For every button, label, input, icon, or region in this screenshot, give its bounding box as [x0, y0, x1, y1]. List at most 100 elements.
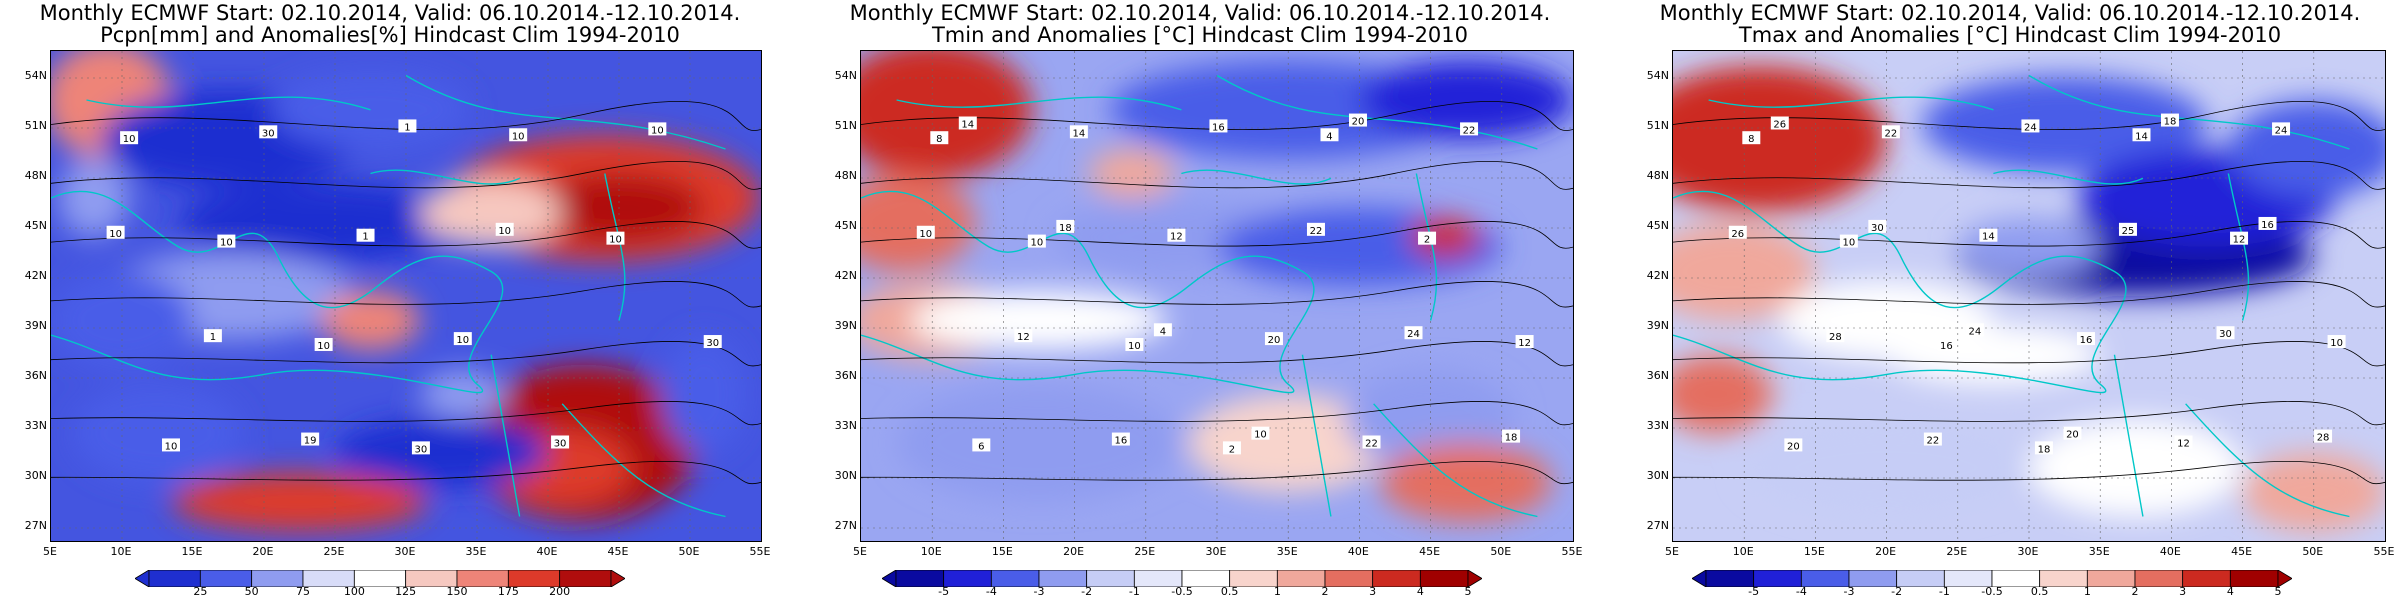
colorbar-label: -5 [1748, 585, 1760, 598]
longitude-label: 5E [853, 545, 867, 558]
svg-text:28: 28 [1829, 332, 1842, 343]
svg-text:12: 12 [1017, 332, 1030, 343]
colorbar-label: -3 [1033, 585, 1045, 598]
latitude-label: 36N [24, 369, 47, 382]
tmax-anomaly-map: 8 10 16 18 14 12 10 20 22 14 16 12 24 26 28 22 24 25 30 28 2… [1672, 50, 2386, 542]
contour-label: 30 [703, 335, 722, 349]
contour-label: 22 [1923, 432, 1942, 447]
svg-text:30: 30 [2219, 329, 2232, 340]
contour-label: 16 [2258, 216, 2277, 231]
contour-label: 10 [453, 332, 472, 346]
contour-line [1673, 221, 2385, 249]
contour-label: 14 [958, 116, 977, 131]
colorbar-label: -3 [1843, 585, 1855, 598]
colorbar-label: 2 [2131, 585, 2139, 598]
contour-label: 22 [1362, 435, 1381, 449]
coastline [405, 74, 726, 150]
colorbar-label: 5 [1464, 585, 1472, 598]
contour-label: 24 [1965, 323, 1984, 337]
longitude-label: 55E [2373, 545, 2395, 558]
contour-label: 30 [411, 441, 430, 455]
contour-line [861, 221, 1573, 249]
colorbar-label: 75 [296, 585, 310, 598]
svg-text:12: 12 [1170, 232, 1183, 243]
svg-text:22: 22 [1885, 128, 1898, 139]
map-canvas: 8 10 16 18 14 12 10 20 22 14 16 12 24 26 28 22 24 25 30 28 2… [1673, 51, 2385, 541]
contour-label: 30 [1868, 219, 1887, 234]
contour-label: 30 [259, 125, 278, 139]
contour-label: 10 [916, 225, 935, 240]
colorbar-label: 4 [2226, 585, 2234, 598]
contour-label: 19 [301, 432, 320, 447]
contour-label: 16 [1111, 432, 1130, 447]
svg-text:10: 10 [609, 235, 622, 246]
svg-text:22: 22 [1310, 226, 1323, 237]
latitude-label: 30N [1646, 469, 1669, 482]
longitude-label: 55E [1561, 545, 1583, 558]
anomaly-region [2242, 452, 2385, 532]
svg-text:28: 28 [2317, 433, 2330, 444]
tmax-colorbar [1692, 570, 2292, 587]
svg-text:18: 18 [1505, 433, 1518, 444]
latitude-label: 45N [24, 219, 47, 232]
anomaly-region [861, 51, 1032, 179]
contour-label: 6 [972, 438, 991, 452]
contour-label: 22 [1460, 122, 1479, 136]
svg-text:2: 2 [1229, 444, 1235, 455]
contour-line [1673, 281, 2385, 308]
contour-label: 2 [1418, 231, 1437, 246]
svg-text:14: 14 [1982, 232, 1995, 243]
anomaly-region [2228, 100, 2385, 198]
colorbar-label: 0.5 [2030, 585, 2049, 598]
anomaly-region [335, 418, 548, 488]
anomaly-region [1886, 325, 2101, 385]
contour-line [1673, 341, 2385, 367]
coastline [1181, 169, 1332, 185]
svg-text:10: 10 [1842, 238, 1855, 249]
anomaly-region [896, 384, 1182, 502]
svg-text:10: 10 [651, 125, 664, 136]
svg-text:30: 30 [706, 338, 719, 349]
svg-text:10: 10 [1030, 238, 1043, 249]
longitude-label: 5E [43, 545, 57, 558]
coastline [1415, 173, 1438, 321]
longitude-label: 50E [1490, 545, 1512, 558]
latitude-label: 39N [24, 319, 47, 332]
map-canvas: 8101024212614122022221012161622241814184… [861, 51, 1573, 541]
colorbar-label: -4 [1795, 585, 1807, 598]
latitude-label: 27N [24, 519, 47, 532]
contour-label: 30 [2216, 326, 2235, 340]
contour-label: 24 [2021, 119, 2040, 133]
colorbar-label: 175 [497, 585, 519, 598]
contour-label: 28 [1826, 329, 1845, 343]
colorbar-low-arrow [1692, 570, 1707, 587]
anomaly-region [420, 178, 563, 247]
colorbar-label: 125 [395, 585, 417, 598]
contour-label: 28 [2314, 429, 2333, 444]
anomaly-region [58, 158, 130, 238]
svg-text:20: 20 [1352, 117, 1365, 128]
longitude-label: 10E [110, 545, 132, 558]
latitude-label: 45N [1646, 219, 1669, 232]
colorbar-svg [1692, 570, 2292, 587]
latitude-label: 33N [24, 419, 47, 432]
anomaly-region [1673, 65, 1887, 213]
contour-label: 10 [606, 231, 625, 246]
latitude-label: 36N [834, 369, 857, 382]
svg-text:10: 10 [220, 238, 233, 249]
svg-text:20: 20 [2066, 430, 2079, 441]
contour-label: 14 [1979, 228, 1998, 243]
panel-title-line1: Monthly ECMWF Start: 02.10.2014, Valid: … [1659, 1, 2361, 25]
contour-label: 18 [2160, 113, 2179, 128]
coastline [370, 169, 520, 185]
contour-line [51, 461, 761, 485]
colorbar-segment [895, 570, 945, 587]
longitude-label: 40E [2159, 545, 2181, 558]
svg-text:14: 14 [961, 120, 974, 131]
colorbar-segment [1419, 570, 1469, 587]
contour-line [51, 101, 761, 131]
contour-label: 10 [217, 234, 236, 249]
latitude-label: 39N [1646, 319, 1669, 332]
contour-label: 25 [2118, 222, 2137, 237]
coastline [86, 96, 371, 111]
